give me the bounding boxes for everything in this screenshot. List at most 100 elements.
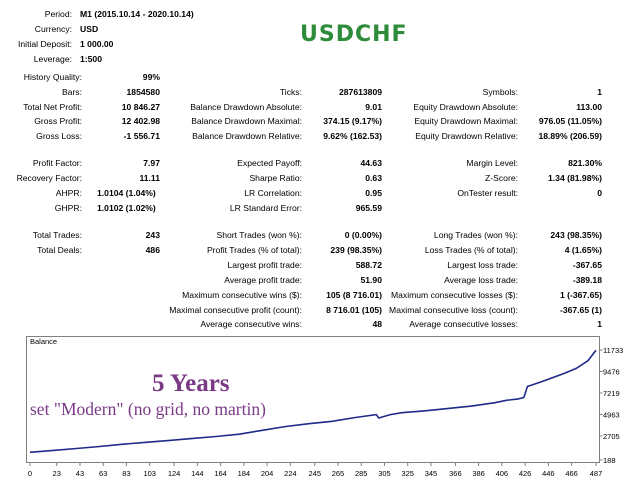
x-tick-label: 386 [472,469,485,478]
profit-factor-value: 7.97 [143,158,160,168]
equity-dd-rel-label: Equity Drawdown Relative: [415,131,518,141]
balance-dd-abs-value: 9.01 [365,102,382,112]
x-tick-label: 265 [332,469,345,478]
avg-loss-label: Average loss trade: [444,275,518,285]
period-label: Period: [44,9,72,19]
bars-label: Bars: [61,87,82,97]
expected-payoff-value: 44.63 [360,158,382,168]
total-net-profit-label: Total Net Profit: [23,102,82,112]
max-consec-losses-label: Maximum consecutive losses ($): [390,290,518,300]
series-layer [29,349,597,454]
x-tick-label: 406 [496,469,509,478]
ghpr-label: GHPR: [54,203,82,213]
symbol-title: USDCHF [300,22,408,47]
symbols-value: 1 [597,87,602,97]
ghpr-value: 1.0102 (1.02%) [97,203,156,213]
ontester-label: OnTester result: [457,188,518,198]
maximal-consec-loss-label: Maximal consecutive loss (count): [389,305,518,315]
x-tick-label: 43 [76,469,84,478]
long-trades-value: 243 (98.35%) [550,230,602,240]
loss-trades-value: 4 (1.65%) [564,245,602,255]
total-trades-label: Total Trades: [32,230,82,240]
period-value: M1 (2015.10.14 - 2020.10.14) [80,9,194,19]
x-tick-label: 446 [542,469,555,478]
ontester-value: 0 [597,188,602,198]
x-tick-label: 63 [99,469,107,478]
total-trades-value: 243 [145,230,160,240]
lr-std-error-value: 965.59 [355,203,382,213]
symbols-label: Symbols: [482,87,518,97]
history-quality-label: History Quality: [23,72,82,82]
history-quality-value: 99% [142,72,160,82]
y-tick-label: 188 [603,456,616,465]
gross-loss-label: Gross Loss: [36,131,82,141]
x-tick-label: 466 [565,469,578,478]
largest-profit-value: 588.72 [355,260,382,270]
overlay-set-modern: set "Modern" (no grid, no martin) [30,399,266,419]
bars-value: 1854580 [126,87,160,97]
z-score-value: 1.34 (81.98%) [548,173,602,183]
margin-level-label: Margin Level: [466,158,518,168]
equity-dd-rel-value: 18.89% (206.59) [538,131,602,141]
initial-deposit-value: 1 000.00 [80,39,114,49]
x-tick-label: 224 [284,469,297,478]
margin-level-value: 821.30% [568,158,602,168]
gross-loss-value: -1 556.71 [123,131,160,141]
currency-value: USD [80,24,99,34]
x-tick-label: 487 [590,469,603,478]
expected-payoff-label: Expected Payoff: [237,158,302,168]
equity-dd-abs-label: Equity Drawdown Absolute: [413,102,518,112]
x-tick-label: 83 [122,469,130,478]
loss-trades-label: Loss Trades (% of total): [424,245,518,255]
maximal-consec-profit-label: Maximal consecutive profit (count): [169,305,302,315]
balance-chart: Balance 188 2705 4963 7219 9476 11733 0 23 43 63… [26,336,623,478]
max-consec-wins-label: Maximum consecutive wins ($): [182,290,302,300]
max-consec-losses-value: 1 (-367.65) [559,290,602,300]
short-trades-value: 0 (0.00%) [344,230,382,240]
long-trades-label: Long Trades (won %): [433,230,518,240]
recovery-factor-value: 11.11 [139,173,160,183]
avg-consec-wins-label: Average consecutive wins: [200,319,302,329]
y-tick-label: 11733 [603,346,623,355]
x-axis: 0 23 43 63 83 103 124 144 164 184 204 224 245 265 285 3… [28,462,603,478]
x-tick-label: 164 [214,469,227,478]
x-tick-label: 325 [401,469,414,478]
avg-profit-value: 51.90 [360,275,382,285]
equity-dd-max-label: Equity Drawdown Maximal: [414,116,518,126]
ahpr-label: AHPR: [55,188,82,198]
x-tick-label: 366 [449,469,462,478]
sharpe-ratio-value: 0.63 [365,173,382,183]
x-tick-label: 285 [355,469,368,478]
y-tick-label: 9476 [603,368,620,377]
x-tick-label: 204 [261,469,274,478]
profit-trades-label: Profit Trades (% of total): [206,245,302,255]
short-trades-label: Short Trades (won %): [216,230,303,240]
balance-series-line [29,349,597,454]
balance-dd-max-value: 374.15 (9.17%) [323,116,382,126]
avg-consec-losses-label: Average consecutive losses: [409,319,518,329]
total-deals-value: 486 [145,245,160,255]
x-tick-label: 184 [238,469,251,478]
initial-deposit-label: Initial Deposit: [18,39,72,49]
profit-factor-label: Profit Factor: [32,158,82,168]
x-tick-label: 426 [519,469,532,478]
largest-loss-value: -367.65 [572,260,602,270]
y-tick-label: 2705 [603,432,620,441]
maximal-consec-profit-value: 8 716.01 (105) [326,305,382,315]
y-tick-label: 4963 [603,411,620,420]
largest-loss-label: Largest loss trade: [447,260,518,270]
avg-consec-wins-value: 48 [372,319,382,329]
gross-profit-value: 12 402.98 [121,116,160,126]
balance-dd-max-label: Balance Drawdown Maximal: [191,116,302,126]
lr-correlation-value: 0.95 [365,188,382,198]
equity-dd-max-value: 976.05 (11.05%) [538,116,602,126]
x-tick-label: 345 [425,469,438,478]
avg-loss-value: -389.18 [572,275,602,285]
y-tick-label: 7219 [603,389,620,398]
ticks-label: Ticks: [279,87,302,97]
overlay-years: 5 Years [152,370,230,397]
profit-trades-value: 239 (98.35%) [330,245,382,255]
chart-title: Balance [30,337,57,346]
x-tick-label: 0 [28,469,32,478]
lr-std-error-label: LR Standard Error: [229,203,302,213]
